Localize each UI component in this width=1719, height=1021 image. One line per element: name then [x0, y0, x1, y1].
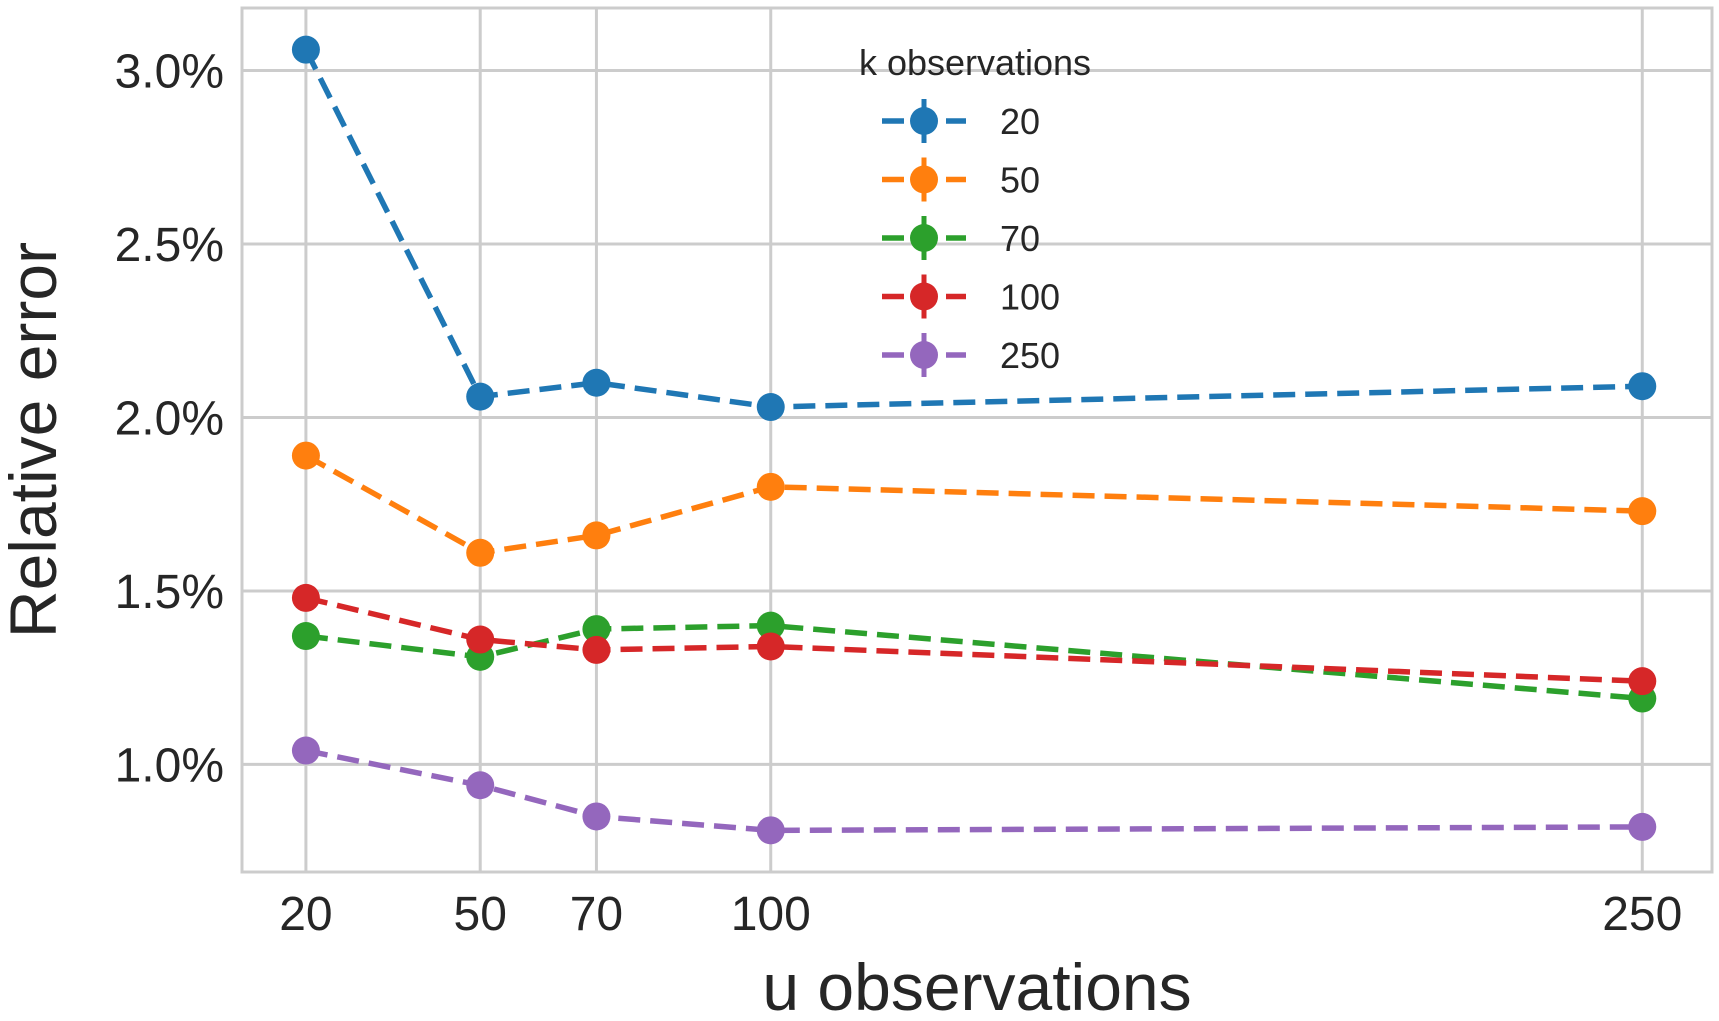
y-axis-label: Relative error	[0, 242, 70, 638]
y-tick-label: 2.5%	[115, 219, 224, 272]
data-point	[582, 615, 611, 644]
series-50	[291, 441, 1657, 567]
series-line-50	[304, 453, 1643, 556]
data-point	[466, 625, 495, 654]
y-tick-label: 2.0%	[115, 392, 224, 445]
data-point	[756, 611, 785, 640]
series-100	[291, 583, 1657, 696]
data-point	[1628, 812, 1657, 841]
legend-items: 20 50 70 100 250	[882, 99, 1060, 377]
legend-label: 100	[1000, 277, 1060, 318]
x-tick-label: 100	[731, 888, 811, 941]
data-point	[291, 583, 320, 612]
data-point	[756, 816, 785, 845]
series-layer	[291, 35, 1657, 845]
legend: k observations 20 50 70 100 250	[859, 42, 1091, 377]
data-point	[291, 622, 320, 651]
x-tick-label: 50	[454, 888, 507, 941]
legend-marker	[910, 165, 938, 194]
data-point	[1628, 372, 1657, 401]
data-point	[756, 393, 785, 422]
data-point	[582, 635, 611, 664]
legend-marker	[910, 282, 938, 311]
series-line-250	[305, 747, 1643, 834]
legend-item-250: 250	[882, 333, 1060, 377]
grid	[242, 8, 1712, 872]
data-point	[291, 35, 320, 64]
x-tick-label: 250	[1602, 888, 1682, 941]
legend-marker	[910, 224, 938, 252]
y-tick-label: 3.0%	[115, 45, 224, 98]
data-point	[582, 521, 611, 550]
x-axis-label: u observations	[762, 950, 1191, 1021]
legend-item-100: 100	[882, 274, 1060, 319]
legend-marker	[910, 341, 938, 369]
x-tick-label: 20	[279, 888, 332, 941]
data-point	[1628, 497, 1657, 526]
legend-label: 250	[1000, 335, 1060, 376]
data-point	[756, 632, 785, 661]
data-point	[466, 382, 495, 411]
data-point	[466, 771, 495, 800]
data-point	[756, 472, 785, 501]
data-point	[291, 441, 320, 470]
legend-label: 50	[1000, 160, 1040, 201]
series-line-20	[303, 48, 1643, 410]
series-250	[291, 736, 1657, 845]
legend-item-70: 70	[882, 216, 1040, 260]
legend-item-50: 50	[882, 157, 1040, 202]
y-tick-label: 1.5%	[115, 566, 224, 619]
data-point	[1628, 667, 1657, 696]
data-point	[466, 538, 495, 567]
x-axis-ticks: 20 50 70 100 250	[279, 888, 1682, 941]
series-70	[291, 611, 1657, 713]
legend-label: 20	[1000, 101, 1040, 142]
legend-title: k observations	[859, 42, 1091, 83]
series-line-70	[305, 622, 1643, 702]
data-point	[582, 802, 611, 831]
y-axis-ticks: 1.0% 1.5% 2.0% 2.5% 3.0%	[115, 45, 224, 792]
plot-frame	[240, 6, 1714, 874]
data-point	[582, 368, 611, 397]
data-point	[291, 736, 320, 765]
legend-item-20: 20	[882, 99, 1040, 143]
legend-marker	[910, 107, 938, 135]
series-20	[291, 35, 1657, 422]
y-tick-label: 1.0%	[115, 739, 224, 792]
legend-label: 70	[1000, 218, 1040, 259]
series-line-100	[305, 595, 1643, 684]
x-tick-label: 70	[570, 888, 623, 941]
